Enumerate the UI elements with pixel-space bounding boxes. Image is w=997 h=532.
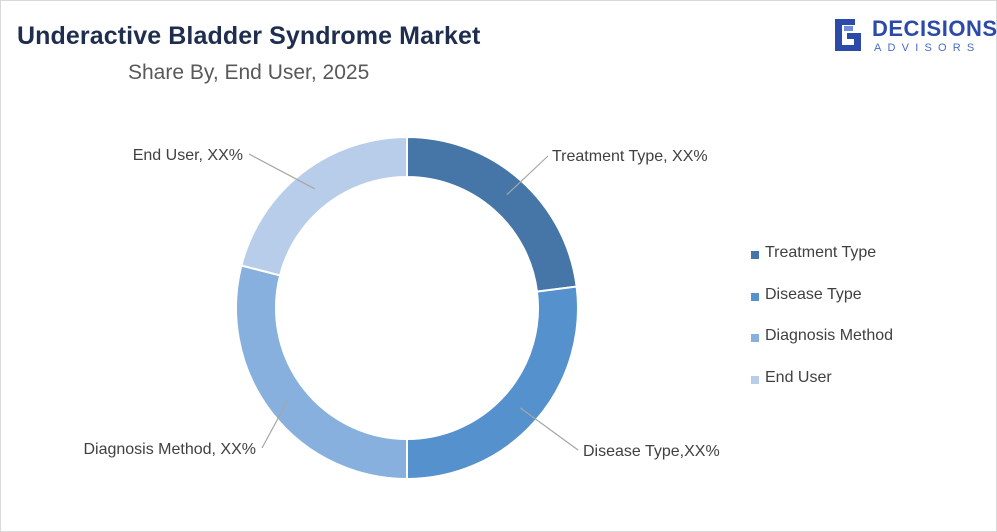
legend-label: End User [765,368,832,386]
data-label-diagnosis-method: Diagnosis Method, XX% [83,441,256,458]
chart-subtitle: Share By, End User, 2025 [128,61,370,84]
slice-disease-type [406,285,579,481]
legend-label: Treatment Type [765,244,877,261]
leader-line-end-user [248,153,315,190]
legend-label: Disease Type [765,285,862,303]
leader-lines [248,153,579,451]
brand-logo: DECISIONS ADVISORS [832,14,997,58]
slice-diagnosis-method [235,264,408,481]
data-labels: Treatment Type, XX% Disease Type,XX% Diagn… [83,147,719,460]
donut-slices [235,135,579,481]
leader-line-disease-type [519,407,579,451]
leader-line-diagnosis-method [261,400,289,449]
chart-title: Underactive Bladder Syndrome Market [17,22,481,50]
legend-swatch [751,375,759,384]
data-label-disease-type: Disease Type,XX% [583,443,720,460]
leader-line-treatment-type [506,155,549,196]
legend-label: Diagnosis Method [765,327,894,344]
data-label-end-user: End User, XX% [133,147,243,164]
data-label-treatment-type: Treatment Type, XX% [552,148,708,165]
slice-end-user [240,135,408,277]
legend-swatch [751,251,759,259]
legend-swatch [751,334,759,342]
logo-g-icon [835,19,861,51]
logo-subtext: ADVISORS [874,42,981,54]
legend-swatch [751,292,759,301]
logo-wordmark: DECISIONS [872,16,997,41]
